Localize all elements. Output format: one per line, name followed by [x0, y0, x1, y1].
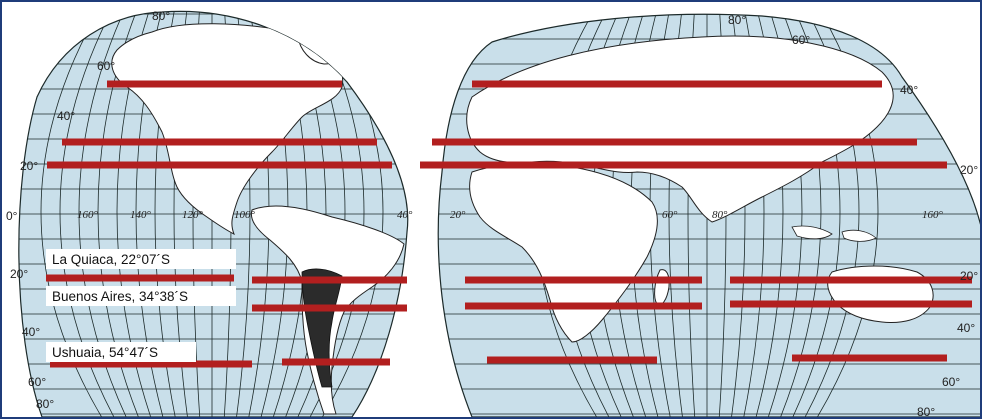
lat-label-right-80s: 80° — [917, 405, 935, 419]
city-label-buenos-aires: Buenos Aires, 34°38´S — [52, 289, 188, 304]
city-label-bg-ushuaia — [46, 342, 196, 362]
lat-label-left-80s: 80° — [36, 397, 54, 411]
latitude-labels-left: 80° 60° 40° 20° 0° 20° 40° 60° 80° — [6, 9, 170, 411]
city-label-bg-la-quiaca — [46, 249, 236, 269]
lat-label-left-0: 0° — [6, 209, 18, 223]
lat-label-left-40s: 40° — [22, 325, 40, 339]
latitude-band-segment — [465, 276, 702, 284]
lat-label-right-40n: 40° — [900, 83, 918, 97]
latitude-band-segment — [730, 300, 972, 308]
indonesia-islands — [791, 225, 877, 242]
lat-label-left-60n: 60° — [97, 59, 115, 73]
lat-label-right-20s: 20° — [960, 269, 978, 283]
lon-label-60e: 60° — [662, 209, 678, 221]
latitude-band-segment — [282, 358, 390, 366]
lat-label-left-20s: 20° — [10, 267, 28, 281]
latitude-band-segment — [47, 161, 392, 169]
latitude-labels-right: 80° 60° 40° 20° 20° 40° 60° 80° — [728, 13, 978, 419]
lon-label-140w: 140° — [130, 209, 152, 221]
lat-label-right-60s: 60° — [942, 375, 960, 389]
latitude-band-segment — [465, 302, 702, 310]
lon-label-20w: 20° — [450, 209, 466, 221]
latitude-band-segment — [487, 356, 657, 364]
latitude-band-segment — [472, 80, 882, 88]
latitude-band-segment — [252, 304, 407, 312]
lat-label-left-60s: 60° — [28, 375, 46, 389]
latitude-band-segment — [50, 360, 252, 368]
latitude-band-segment — [252, 276, 407, 284]
city-label-la-quiaca: La Quiaca, 22°07´S — [52, 252, 170, 267]
lat-label-right-80n: 80° — [728, 13, 746, 27]
latitude-band-segment — [107, 80, 342, 88]
lon-label-100w: 100° — [234, 209, 256, 221]
lon-label-80e: 80° — [712, 209, 728, 221]
africa-landmass — [469, 163, 658, 343]
lat-label-left-20n: 20° — [20, 159, 38, 173]
lat-label-left-40n: 40° — [57, 109, 75, 123]
latitude-band-segment — [46, 274, 234, 282]
city-labels: La Quiaca, 22°07´S Buenos Aires, 34°38´S… — [46, 249, 236, 362]
lat-label-right-20n: 20° — [960, 163, 978, 177]
lon-label-40w: 40° — [397, 209, 413, 221]
latitude-band-segment — [792, 354, 947, 362]
lon-label-160w: 160° — [77, 209, 99, 221]
lat-label-left-80n: 80° — [152, 9, 170, 23]
lon-label-160e: 160° — [922, 209, 944, 221]
latitude-band-segment — [432, 138, 917, 146]
lat-label-right-40s: 40° — [957, 321, 975, 335]
west-lobe — [18, 10, 409, 417]
lat-label-right-60n: 60° — [792, 33, 810, 47]
argentina-highlight — [301, 268, 343, 388]
city-label-bg-buenos-aires — [46, 286, 236, 306]
latitude-band-segment — [62, 138, 377, 146]
lon-label-120w: 120° — [182, 209, 204, 221]
longitude-labels: 160° 140° 120° 100° 40° 20° 60° 80° 160° — [77, 209, 944, 221]
city-label-ushuaia: Ushuaia, 54°47´S — [52, 345, 158, 360]
latitude-band-segment — [730, 276, 972, 284]
latitude-band-segment — [420, 161, 947, 169]
